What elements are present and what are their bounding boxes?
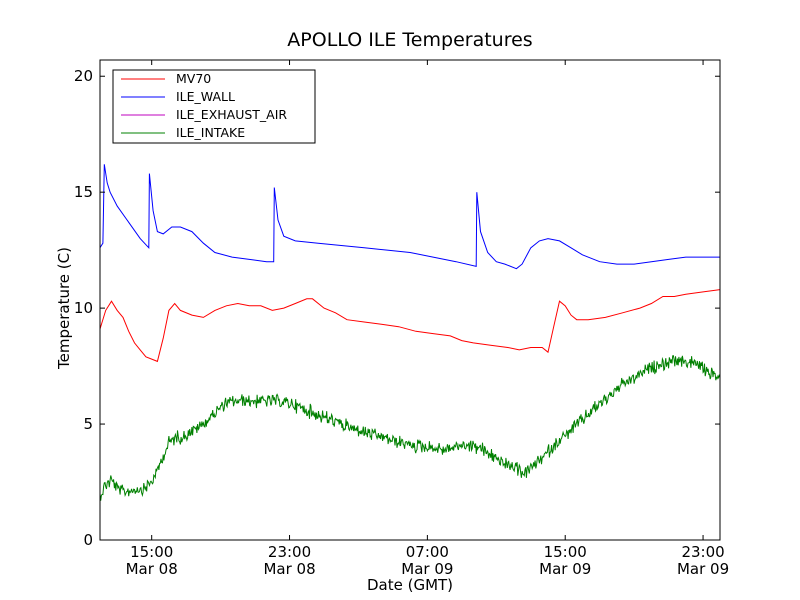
y-tick-label: 0 [83, 531, 93, 549]
legend-label: MV70 [176, 71, 211, 86]
legend-label: ILE_WALL [176, 89, 235, 104]
x-tick-label: Mar 09 [401, 560, 453, 578]
x-tick-label: Mar 08 [126, 560, 178, 578]
series-line-ile-intake [99, 355, 721, 501]
series-line-ile-wall [99, 164, 720, 270]
x-tick-label: 07:00 [406, 543, 449, 561]
x-tick-label: 15:00 [544, 543, 587, 561]
x-tick-label: 23:00 [681, 543, 724, 561]
chart-title: APOLLO ILE Temperatures [287, 29, 532, 51]
plot-area-frame [99, 59, 721, 541]
series-layer [99, 164, 721, 501]
legend-box [112, 69, 316, 144]
legend: MV70 ILE_WALL ILE_EXHAUST_AIR ILE_INTAKE [112, 69, 316, 144]
y-tick-label: 5 [83, 415, 93, 433]
y-axis-label: Temperature (C) [55, 247, 73, 370]
x-tick-label: Mar 09 [677, 560, 729, 578]
x-tick-label: Mar 09 [539, 560, 591, 578]
y-tick-label: 20 [74, 67, 93, 85]
y-tick-label: 10 [74, 299, 93, 317]
x-tick-label: 15:00 [130, 543, 173, 561]
legend-label: ILE_INTAKE [176, 125, 245, 140]
y-tick-label: 15 [74, 183, 93, 201]
x-tick-label: Mar 08 [263, 560, 315, 578]
x-axis-label: Date (GMT) [367, 576, 453, 594]
x-tick-label: 23:00 [268, 543, 311, 561]
legend-label: ILE_EXHAUST_AIR [176, 107, 287, 122]
series-line-mv70 [99, 289, 721, 363]
